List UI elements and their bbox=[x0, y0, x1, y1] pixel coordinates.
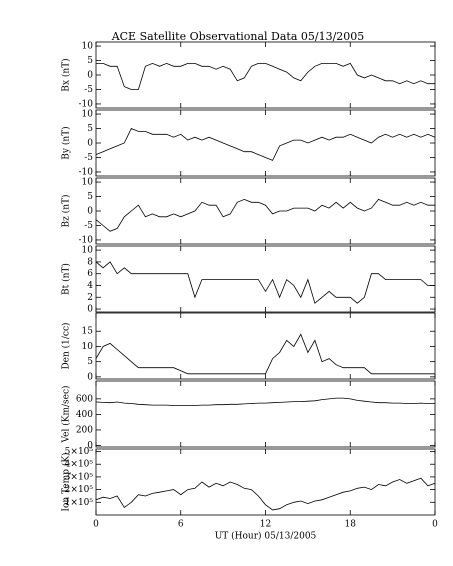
data-line bbox=[95, 127, 436, 161]
panel-frame bbox=[95, 245, 436, 313]
data-line bbox=[95, 261, 435, 304]
y-tick-label: 0 bbox=[87, 441, 93, 451]
x-tick-label: 12 bbox=[260, 520, 271, 530]
y-tick-label: 15 bbox=[82, 327, 94, 337]
panel-frame bbox=[95, 41, 436, 109]
data-line bbox=[95, 198, 435, 232]
data-line bbox=[95, 397, 435, 406]
y-axis-label: Bz (nT) bbox=[61, 194, 72, 227]
y-tick-label: 0 bbox=[87, 71, 93, 81]
y-tick-label: 0 bbox=[87, 305, 93, 315]
y-tick-label: 2×10⁵ bbox=[65, 485, 94, 495]
y-tick-label: 0 bbox=[87, 372, 93, 382]
y-tick-label: 5 bbox=[87, 192, 93, 202]
y-tick-label: 8 bbox=[87, 257, 93, 267]
y-tick-label: -10 bbox=[79, 235, 94, 245]
y-tick-label: -5 bbox=[84, 85, 93, 95]
x-tick-label: 6 bbox=[178, 520, 184, 530]
y-tick-label: 10 bbox=[82, 342, 94, 352]
y-tick-label: 400 bbox=[76, 410, 93, 420]
y-tick-label: 10 bbox=[82, 178, 94, 188]
y-tick-label: 4 bbox=[87, 281, 93, 291]
panel-frame bbox=[95, 312, 436, 380]
y-tick-label: 1×10⁵ bbox=[65, 498, 94, 508]
y-tick-label: 200 bbox=[76, 425, 93, 435]
x-tick-label: 18 bbox=[345, 520, 357, 530]
y-tick-label: 5 bbox=[87, 56, 93, 66]
y-tick-label: -10 bbox=[79, 167, 94, 177]
x-tick-label: 0 bbox=[432, 520, 438, 530]
y-axis-label: By (nT) bbox=[61, 126, 72, 159]
x-tick-label: 0 bbox=[93, 520, 99, 530]
y-tick-label: 10 bbox=[82, 246, 94, 256]
y-axis-label: Bt (nT) bbox=[61, 263, 72, 295]
data-line bbox=[95, 333, 435, 375]
y-axis-label: Den (1/cc) bbox=[61, 322, 72, 369]
panel-frame bbox=[95, 380, 436, 448]
y-axis-label: Vel (Km/sec) bbox=[61, 385, 72, 443]
y-tick-label: 3×10⁵ bbox=[65, 472, 94, 482]
panel-frame bbox=[95, 109, 436, 177]
y-tick-label: 600 bbox=[76, 394, 93, 404]
x-axis-label: UT (Hour) 05/13/2005 bbox=[215, 531, 317, 542]
y-axis-label: Bx (nT) bbox=[61, 58, 72, 91]
y-tick-label: 2 bbox=[87, 293, 93, 303]
y-axis-label: Ion Temp (K) bbox=[61, 452, 72, 511]
data-line bbox=[95, 477, 436, 511]
panel-frame bbox=[95, 177, 436, 245]
chart-title: ACE Satellite Observational Data 05/13/2… bbox=[111, 30, 365, 43]
y-tick-label: 0 bbox=[87, 139, 93, 149]
y-tick-label: -10 bbox=[79, 99, 94, 109]
y-tick-label: 10 bbox=[82, 42, 94, 52]
y-tick-label: -5 bbox=[84, 153, 93, 163]
y-tick-label: 5×10⁵ bbox=[65, 447, 94, 457]
y-tick-label: 5 bbox=[87, 357, 93, 367]
y-tick-label: 5 bbox=[87, 124, 93, 134]
y-tick-label: 4×10⁵ bbox=[65, 460, 94, 470]
y-tick-label: 10 bbox=[82, 110, 94, 120]
data-line bbox=[96, 62, 435, 90]
y-tick-label: 0 bbox=[87, 207, 93, 217]
y-tick-label: -5 bbox=[84, 221, 93, 231]
y-tick-label: 6 bbox=[87, 269, 93, 279]
